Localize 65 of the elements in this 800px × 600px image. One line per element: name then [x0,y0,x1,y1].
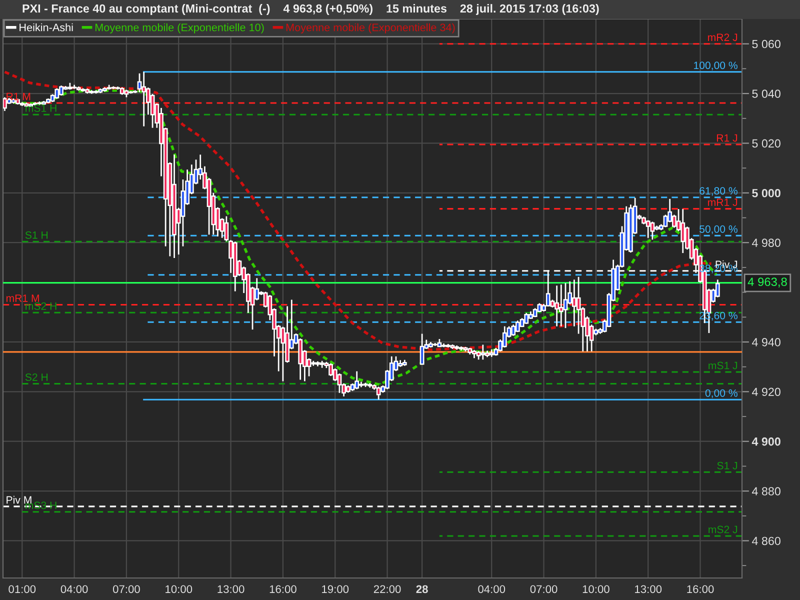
x-tick-label: 22:00 [374,585,401,594]
candlestick [376,386,381,400]
y-tick-label: 4 980 [752,238,780,247]
series-label: mS1 H [26,104,56,112]
ref-line-label: 4 963,8 [748,278,787,288]
y-tick-label: 4 880 [752,487,780,496]
chart-title: PXI - France 40 au comptant (Mini-contrat (-) 4 963,8 (+0,50%) 15 minutes 28 juil. 2015 17:03 (16:03) [22,4,599,15]
candlestick [680,208,686,254]
candlestick [502,326,507,348]
y-tick-label: 4 900 [752,437,780,446]
series-label: mR1 J [708,198,738,206]
y-tick-label: 5 020 [752,139,780,148]
y-tick-label: 4 920 [752,388,780,396]
x-tick-label: 10:00 [582,585,610,594]
candlestick [54,88,60,100]
x-tick-label: 04:00 [60,585,88,594]
x-tick-label: 19:00 [322,585,349,594]
x-tick-label: 10:00 [166,585,192,594]
x-tick-label: 07:00 [112,585,140,594]
y-tick-label: 5 060 [752,40,780,48]
series-label: S2 H [25,373,48,381]
candlestick [511,324,516,336]
candlestick [554,284,560,328]
series-label: 61,80 % [700,187,738,196]
series-label: 50,00 % [700,225,738,234]
candlestick [298,338,303,380]
series-label: mS3 H [26,502,56,510]
candlestick [663,214,668,228]
candlestick [650,221,655,240]
candlestick [646,220,650,239]
y-tick-label: 4 860 [752,536,780,546]
series-label: mR2 J [708,34,738,42]
series-label: Piv M [6,496,32,504]
candlestick [524,312,529,325]
series-label: mS1 J [708,362,738,370]
series-label: mS2 J [708,526,738,534]
series-label: mR1 M [6,294,39,302]
candlestick [420,333,424,366]
series-label: R1 M [6,92,30,100]
series-label: 0,00 % [705,389,738,398]
candlestick [558,284,564,328]
series-label: 100,00 % [694,62,738,70]
candlestick [480,344,486,360]
legend-label: Moyenne mobile (Exponentielle 34) [286,23,455,34]
legend-label: Moyenne mobile (Exponentielle 10) [96,23,264,34]
candlestick [337,372,342,394]
series-label: S1 J [717,462,738,470]
candlestick [563,282,568,329]
x-tick-label: 16:00 [687,585,714,594]
x-tick-label: 28 [416,585,428,594]
x-tick-label: 01:00 [8,585,36,594]
x-tick-label: 07:00 [530,585,558,594]
legend-label: Heikin-Ashi [20,23,73,32]
x-tick-label: 04:00 [478,585,506,594]
series-label: S1 H [25,231,48,239]
y-tick-label: 5 000 [752,188,780,198]
series-label: R1 J [716,134,738,142]
y-tick-label: 4 940 [752,338,780,346]
x-tick-label: 16:00 [270,585,296,594]
x-tick-label: 13:00 [218,585,244,594]
candlestick [142,71,146,128]
candlestick [354,370,360,390]
x-tick-label: 13:00 [635,585,662,594]
y-tick-label: 5 040 [752,90,780,98]
series-label: mS2 H [26,302,56,310]
